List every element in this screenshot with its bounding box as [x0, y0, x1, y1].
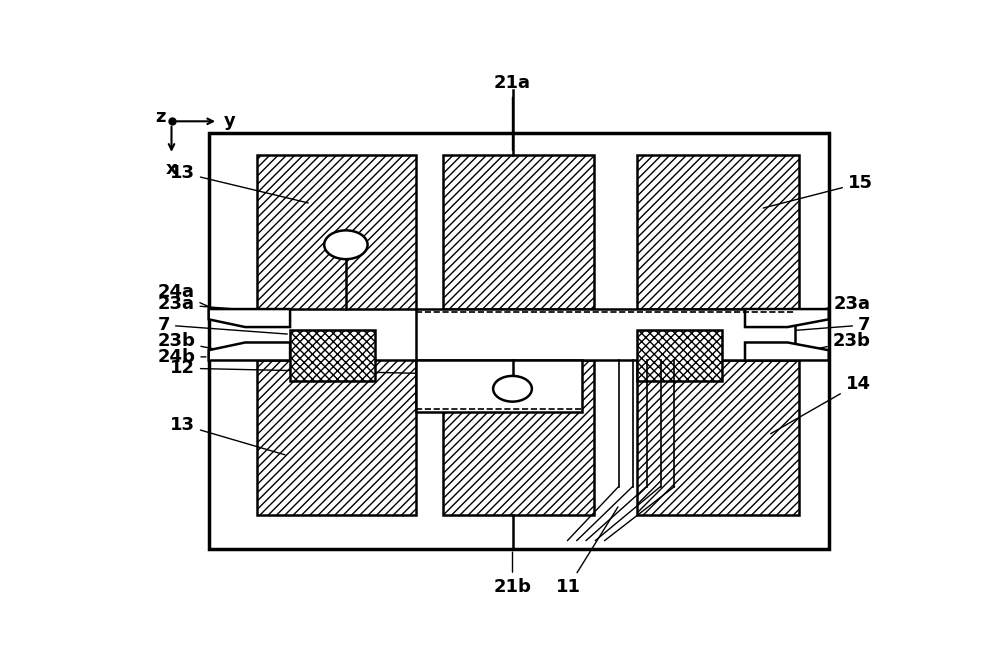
Bar: [637, 155, 799, 309]
Polygon shape: [209, 343, 290, 361]
Text: 23b: 23b: [158, 333, 231, 352]
Polygon shape: [209, 309, 290, 327]
Bar: [257, 361, 416, 515]
Polygon shape: [745, 343, 829, 361]
Text: 15: 15: [763, 174, 873, 208]
Bar: [443, 155, 594, 309]
Text: 12: 12: [170, 359, 417, 377]
Text: 13: 13: [170, 415, 285, 455]
Circle shape: [324, 230, 368, 259]
Text: 7: 7: [748, 316, 871, 334]
Text: z: z: [155, 108, 165, 126]
Bar: [416, 309, 795, 361]
Text: x: x: [166, 160, 177, 178]
Text: 23a: 23a: [158, 295, 287, 313]
Polygon shape: [745, 309, 829, 327]
Text: 13: 13: [170, 164, 308, 203]
Bar: [416, 361, 582, 412]
Circle shape: [493, 376, 532, 401]
Bar: [257, 155, 416, 309]
Text: 7: 7: [158, 316, 287, 334]
Bar: [290, 329, 375, 381]
Text: 23b: 23b: [800, 333, 871, 352]
Text: 23a: 23a: [798, 295, 871, 313]
Text: 24b: 24b: [158, 348, 206, 366]
Bar: [209, 133, 829, 549]
Text: 14: 14: [771, 375, 871, 434]
Bar: [637, 329, 722, 381]
Text: 21b: 21b: [494, 552, 531, 596]
Text: 21a: 21a: [494, 73, 531, 150]
Text: y: y: [223, 112, 235, 130]
Text: 24a: 24a: [158, 283, 223, 313]
Bar: [637, 361, 799, 515]
Bar: [443, 361, 594, 515]
Text: 11: 11: [556, 507, 618, 596]
